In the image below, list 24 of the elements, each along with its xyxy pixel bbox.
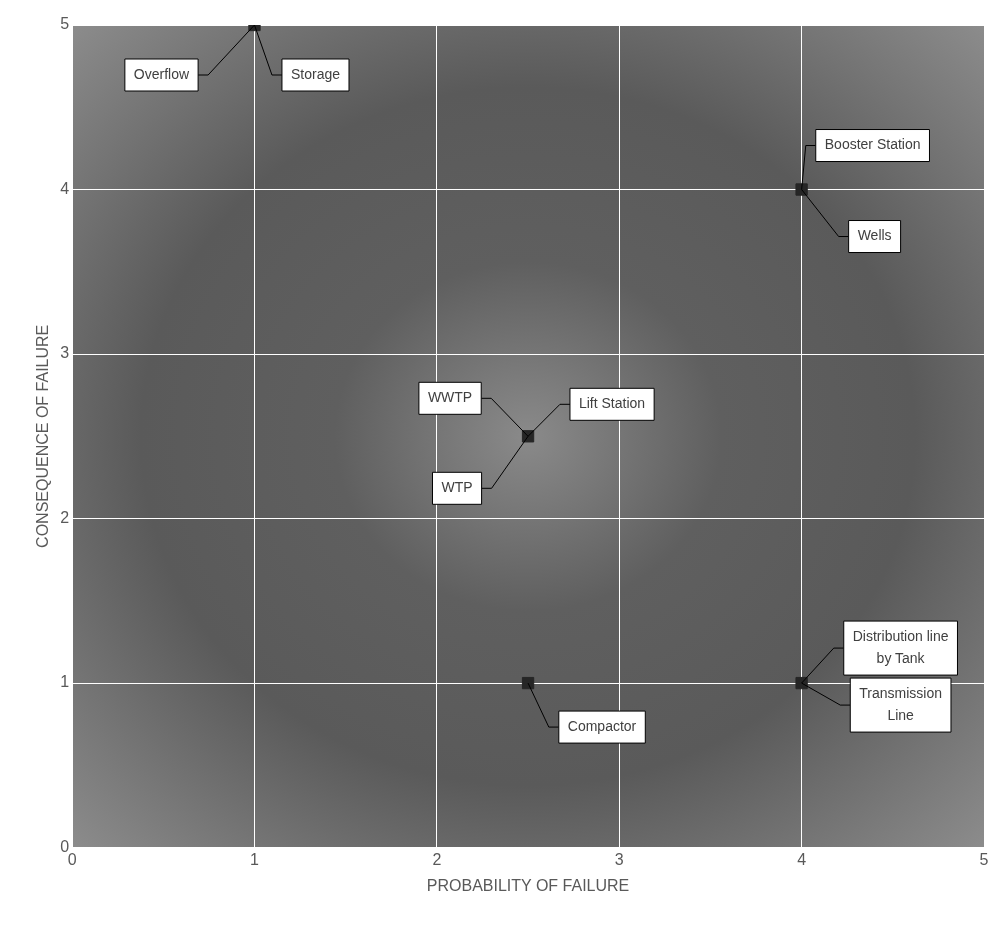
y-tick-label: 1 bbox=[60, 673, 70, 691]
annotation: Booster Station bbox=[824, 136, 921, 153]
y-tick-label: 0 bbox=[60, 838, 70, 856]
y-tick-label: 2 bbox=[60, 508, 70, 526]
x-tick-label: 1 bbox=[250, 850, 260, 868]
annotation: Wells bbox=[857, 227, 892, 244]
annotation: Storage bbox=[290, 65, 341, 82]
x-axis-title: PROBABILITY OF FAILURE bbox=[426, 876, 630, 894]
annotation: Compactor bbox=[567, 717, 637, 734]
annotation: Overflow bbox=[133, 65, 190, 82]
y-axis-title: CONSEQUENCE OF FAILURE bbox=[34, 324, 52, 548]
x-tick-label: 3 bbox=[614, 850, 624, 868]
point bbox=[521, 676, 535, 690]
annotation: Transmission Line bbox=[859, 684, 942, 723]
x-tick-label: 4 bbox=[797, 850, 807, 868]
annotation: WWTP bbox=[427, 389, 473, 406]
annotation: Lift Station bbox=[578, 395, 646, 412]
y-tick-label: 3 bbox=[60, 344, 70, 362]
y-tick-label: 4 bbox=[60, 179, 70, 197]
y-tick-label: 5 bbox=[60, 15, 70, 33]
annotation: WTP bbox=[441, 479, 473, 496]
x-tick-label: 5 bbox=[979, 850, 989, 868]
x-tick-label: 2 bbox=[432, 850, 442, 868]
annotation: Distribution line by Tank bbox=[852, 627, 949, 666]
